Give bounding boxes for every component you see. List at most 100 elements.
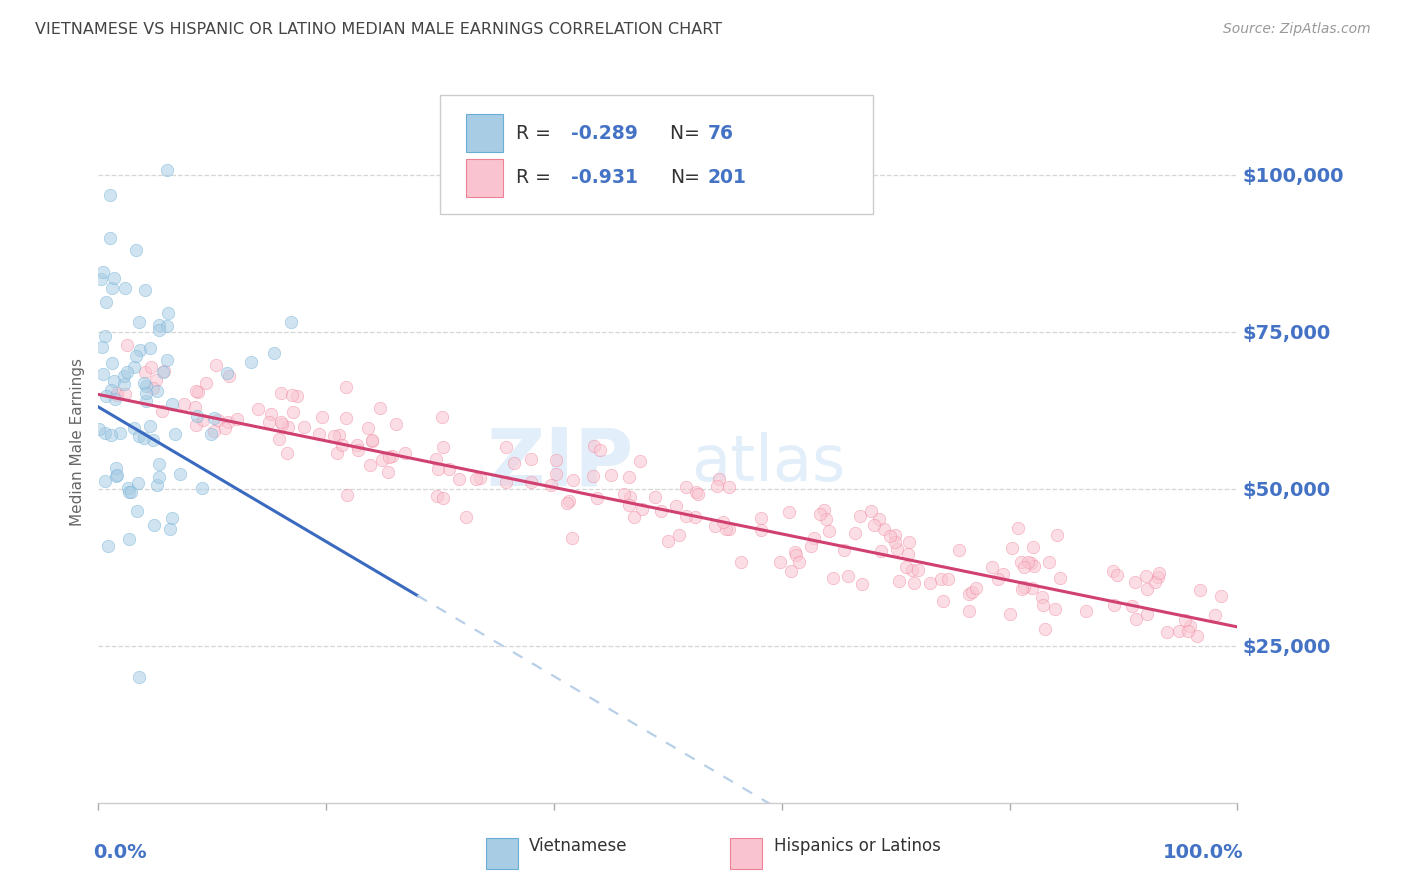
Point <box>1180 618 1202 632</box>
Point <box>495 475 517 489</box>
Point <box>685 485 707 500</box>
Point <box>426 462 449 476</box>
Point <box>897 547 920 561</box>
Point <box>630 501 652 516</box>
Text: Vietnamese: Vietnamese <box>529 838 627 855</box>
Point <box>191 413 214 427</box>
Point <box>200 426 222 441</box>
Point <box>1038 555 1060 569</box>
Point <box>277 420 299 434</box>
Point <box>1147 570 1170 584</box>
Point <box>823 571 845 585</box>
Point <box>195 376 218 390</box>
Point <box>686 487 709 501</box>
Point <box>346 442 368 457</box>
Point <box>561 531 583 545</box>
Point <box>1001 541 1024 556</box>
Point <box>139 341 162 355</box>
Point <box>142 433 165 447</box>
Point <box>128 670 150 684</box>
Text: Hispanics or Latinos: Hispanics or Latinos <box>773 838 941 855</box>
Point <box>683 509 706 524</box>
Point <box>135 394 157 409</box>
Point <box>849 509 872 524</box>
Point <box>1019 556 1042 570</box>
Text: VIETNAMESE VS HISPANIC OR LATINO MEDIAN MALE EARNINGS CORRELATION CHART: VIETNAMESE VS HISPANIC OR LATINO MEDIAN … <box>35 22 723 37</box>
Point <box>105 385 128 400</box>
Point <box>100 231 122 245</box>
Point <box>128 429 150 443</box>
Point <box>938 572 960 586</box>
Point <box>1021 582 1043 596</box>
Point <box>613 486 636 500</box>
Point <box>322 428 344 442</box>
Point <box>873 522 896 536</box>
Point <box>122 360 145 375</box>
Point <box>675 480 697 494</box>
Point <box>803 531 825 545</box>
Point <box>1104 598 1126 612</box>
Point <box>918 575 941 590</box>
Point <box>270 386 292 401</box>
Point <box>381 449 404 463</box>
Point <box>148 322 170 336</box>
Point <box>894 559 917 574</box>
Point <box>184 400 207 414</box>
Bar <box>467 159 503 196</box>
Point <box>628 454 651 468</box>
Point <box>270 415 292 429</box>
Point <box>889 574 911 589</box>
Point <box>900 563 922 577</box>
Point <box>156 162 179 177</box>
Point <box>139 360 162 375</box>
Point <box>257 416 280 430</box>
Point <box>90 272 112 286</box>
Point <box>430 410 453 425</box>
Point <box>186 417 208 432</box>
Point <box>883 528 905 542</box>
Point <box>561 473 583 487</box>
Point <box>907 563 929 577</box>
Point <box>668 528 690 542</box>
Point <box>898 534 921 549</box>
Point <box>665 499 688 513</box>
Point <box>117 481 139 495</box>
Bar <box>731 838 762 869</box>
Point <box>98 187 121 202</box>
Text: N=: N= <box>671 123 706 143</box>
Point <box>357 421 380 435</box>
Point <box>107 388 129 402</box>
Point <box>957 604 980 618</box>
Point <box>134 365 156 379</box>
FancyBboxPatch shape <box>440 95 873 214</box>
Point <box>1011 582 1033 596</box>
Point <box>145 372 167 386</box>
Point <box>377 465 399 479</box>
Point <box>378 450 401 465</box>
Point <box>105 467 128 482</box>
Point <box>125 503 148 517</box>
Point <box>432 491 454 505</box>
Point <box>105 460 128 475</box>
Point <box>870 543 893 558</box>
Point <box>980 560 1002 574</box>
Point <box>146 384 169 398</box>
Point <box>361 433 384 447</box>
Point <box>263 346 285 360</box>
Point <box>468 470 491 484</box>
Point <box>385 417 408 431</box>
Point <box>495 440 517 454</box>
Point <box>215 367 238 381</box>
Point <box>117 338 139 352</box>
Point <box>100 356 122 370</box>
Point <box>135 386 157 401</box>
Point <box>960 584 983 599</box>
Point <box>159 523 181 537</box>
Point <box>120 485 142 500</box>
Point <box>832 543 855 558</box>
Point <box>1144 574 1167 589</box>
Point <box>148 457 170 471</box>
Point <box>292 420 315 434</box>
Point <box>1168 624 1191 639</box>
Point <box>118 533 141 547</box>
